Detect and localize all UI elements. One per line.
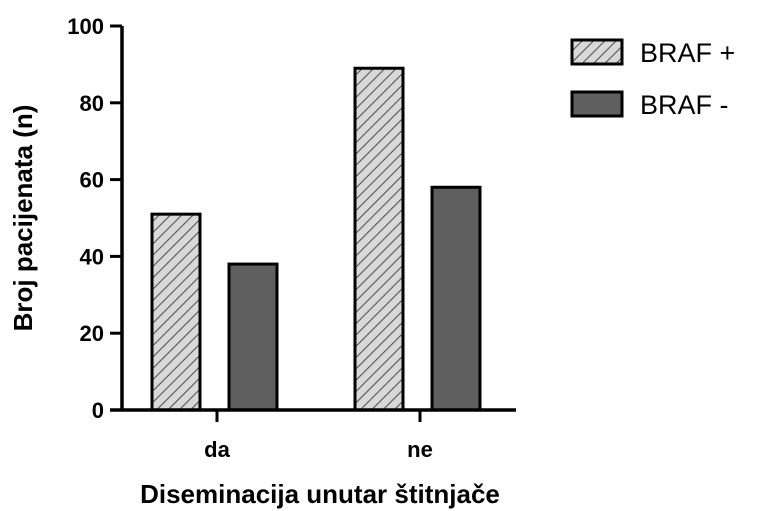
y-tick-label-60: 60 [80, 168, 104, 193]
x-tick-label-ne: ne [407, 437, 433, 462]
legend: BRAF + BRAF - [570, 38, 735, 120]
bar-ne-braf-minus [430, 185, 482, 412]
x-tick-label-da: da [204, 437, 230, 462]
legend-swatch-braf-plus [570, 38, 624, 66]
x-axis-title: Diseminacija unutar štitnjače [140, 479, 500, 509]
plot-area: 0 20 40 60 80 100 da ne [67, 14, 516, 462]
y-tick-label-80: 80 [80, 91, 104, 116]
bar-ne-braf-plus [353, 66, 405, 412]
y-tick-label-100: 100 [67, 14, 104, 39]
bar-da-braf-plus [150, 212, 202, 412]
y-tick-label-40: 40 [80, 244, 104, 269]
y-tick-label-0: 0 [92, 398, 104, 423]
legend-swatch-braf-minus [570, 90, 624, 118]
y-tick-label-20: 20 [80, 321, 104, 346]
legend-label-braf-minus: BRAF - [640, 90, 729, 120]
bar-da-braf-minus [227, 262, 279, 412]
y-axis-title: Broj pacijenata (n) [8, 105, 38, 332]
legend-label-braf-plus: BRAF + [640, 38, 735, 68]
